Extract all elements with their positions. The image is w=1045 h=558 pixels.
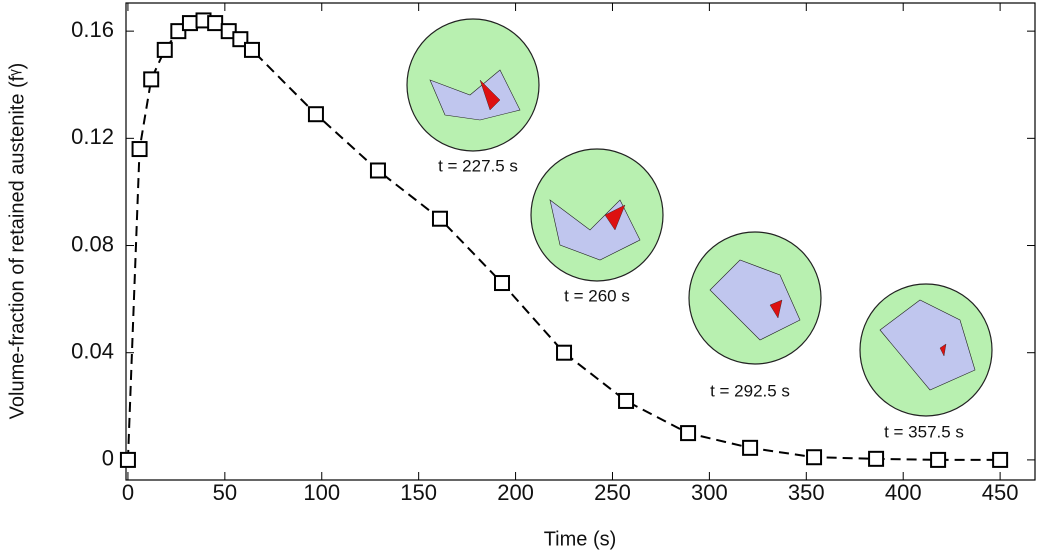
y-tick-label: 0 [102,446,114,471]
data-point [806,449,823,466]
data-point [742,439,759,456]
y-tick-label: 0.04 [71,339,114,364]
inset-region [709,259,801,341]
x-tick-label: 400 [885,480,922,505]
x-tick-label: 200 [497,480,534,505]
data-point [494,275,511,292]
data-point [618,392,635,409]
data-point [868,450,885,467]
data-point [680,425,697,442]
x-tick-label: 100 [303,480,340,505]
x-tick-label: 350 [788,480,825,505]
microstructure-insets [406,18,993,417]
annotation: t = 260 s [564,286,630,305]
data-point [243,41,260,58]
x-tick-label: 0 [122,480,134,505]
inset-region [429,69,521,121]
data-point [181,15,198,32]
inset-region [604,204,626,231]
inset-region [939,343,947,357]
annotation: t = 292.5 s [710,381,790,400]
inset-region [879,299,976,391]
inset-circle [530,148,664,282]
data-point [220,23,237,40]
data-point [431,210,448,227]
x-tick-label: 450 [982,480,1019,505]
data-point [556,344,573,361]
data-point [143,71,160,88]
data-point [131,141,148,158]
data-point [930,451,947,468]
x-tick-label: 150 [400,480,437,505]
data-point [170,23,187,40]
y-tick-label: 0.08 [71,231,114,256]
y-tick-label: 0.12 [71,124,114,149]
annotation: t = 357.5 s [884,422,964,441]
y-axis-label: Volume-fraction of retained austenite (f… [6,63,28,420]
x-tick-label: 250 [594,480,631,505]
inset-region [479,79,501,111]
x-tick-label: 300 [691,480,728,505]
x-tick-label: 50 [213,480,237,505]
inset-circle [406,18,540,152]
inset-region [769,299,783,319]
data-point [369,162,386,179]
data-point [156,41,173,58]
data-point [207,15,224,32]
plot-frame [125,2,1036,481]
data-point [992,451,1009,468]
data-point [232,31,249,48]
y-tick-label: 0.16 [71,17,114,42]
x-axis-label: Time (s) [544,528,617,550]
data-point [307,106,324,123]
data-point [119,451,136,468]
annotation: t = 227.5 s [438,156,518,175]
